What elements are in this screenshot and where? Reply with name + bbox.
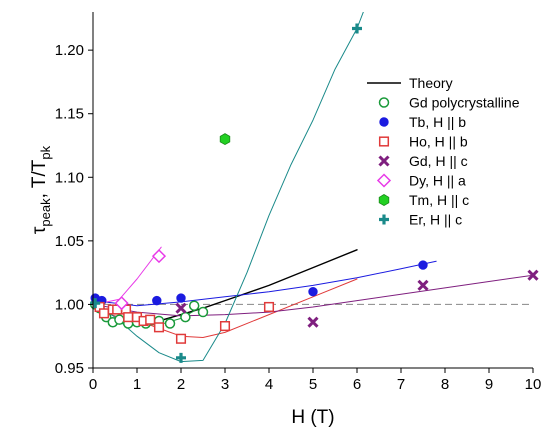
y-title-main: τ (29, 226, 50, 234)
axes: 0 1 2 3 4 5 6 7 8 9 10 0.95 1.00 1.05 1.10 1.15 1.20 (55, 12, 542, 393)
point-gd-h-c-1 (307, 316, 319, 328)
y-title-mid: , T/T (29, 159, 50, 198)
y-axis-title: τpeak, T/Tpk (29, 145, 53, 234)
point-ho-h-b-10 (175, 333, 187, 344)
legend-marker-gd-h-c (378, 155, 390, 167)
y-tick-label: 1.15 (55, 106, 84, 123)
point-gd-polycrystalline-4 (114, 314, 125, 325)
point-ho-h-b-1 (98, 308, 110, 319)
curve-tb-h-b (93, 260, 437, 307)
point-gd-polycrystalline-9 (164, 318, 176, 329)
point-tm-h-c-0 (219, 133, 231, 146)
x-tick-label: 10 (525, 376, 542, 393)
point-dy-h-a-1 (151, 249, 167, 264)
point-ho-h-b-5 (123, 312, 134, 323)
point-tb-h-b-5 (418, 260, 428, 270)
x-tick-label: 2 (177, 376, 185, 393)
point-gd-h-c-3 (527, 269, 539, 281)
legend-marker-gd-polycrystalline (378, 97, 390, 108)
x-tick-label: 8 (441, 376, 449, 393)
y-title-sub2: pk (38, 145, 53, 159)
legend-label-theory: Theory (409, 75, 453, 91)
legend-label-gd-polycrystalline: Gd polycrystalline (409, 95, 520, 111)
legend-marker-er-h-c (379, 214, 389, 225)
legend-marker-tb-h-b (379, 117, 389, 127)
legend-marker-tm-h-c (378, 194, 390, 206)
marker-layer (89, 23, 539, 363)
curve-dy-h-a (94, 246, 162, 305)
point-dy-h-a-0 (114, 296, 129, 311)
legend-label-tb-h-b: Tb, H || b (409, 114, 466, 130)
x-tick-label: 0 (89, 376, 97, 393)
y-tick-label: 1.10 (55, 169, 84, 186)
y-title-sub1: peak (38, 198, 53, 227)
curve-layer (93, 12, 533, 363)
legend-label-ho-h-b: Ho, H || b (409, 134, 468, 150)
curve-er-h-c (93, 12, 364, 363)
x-tick-label: 6 (353, 376, 361, 393)
point-gd-polycrystalline-11 (188, 300, 200, 311)
point-tb-h-b-3 (176, 293, 186, 303)
legend-label-er-h-c: Er, H || c (409, 212, 462, 228)
legend-label-dy-h-a: Dy, H || a (409, 173, 466, 189)
point-tb-h-b-4 (308, 287, 318, 297)
point-er-h-c-2 (352, 23, 362, 34)
point-tb-h-b-2 (152, 295, 162, 306)
point-ho-h-b-8 (145, 314, 156, 325)
legend-label-tm-h-c: Tm, H || c (409, 192, 469, 208)
legend-marker-ho-h-b (378, 136, 390, 147)
x-tick-label: 3 (221, 376, 229, 393)
y-tick-label: 0.95 (55, 360, 84, 377)
legend-label-gd-h-c: Gd, H || c (409, 153, 468, 169)
point-gd-polycrystalline-12 (197, 306, 209, 318)
y-tick-label: 1.00 (55, 296, 84, 313)
point-gd-h-c-2 (417, 279, 429, 291)
x-tick-label: 9 (485, 376, 493, 393)
point-er-h-c-1 (176, 352, 186, 363)
y-tick-label: 1.05 (55, 233, 84, 250)
x-axis-title: H (T) (291, 407, 334, 428)
legend-marker-dy-h-a (376, 173, 392, 188)
x-tick-label: 5 (309, 376, 317, 393)
point-ho-h-b-9 (153, 322, 165, 333)
x-tick-label: 7 (397, 376, 405, 393)
point-gd-polycrystalline-10 (180, 311, 191, 323)
x-tick-label: 1 (133, 376, 141, 393)
x-tick-label: 4 (265, 376, 273, 393)
point-ho-h-b-12 (263, 301, 275, 313)
curve-gd-h-c (93, 274, 533, 317)
y-tick-label: 1.20 (55, 42, 84, 59)
legend: Theory Gd polycrystalline Tb, H || b Ho, H … (367, 75, 520, 228)
point-er-h-c-0 (90, 298, 101, 309)
point-gd-h-c-0 (175, 302, 187, 314)
point-ho-h-b-11 (219, 320, 231, 332)
